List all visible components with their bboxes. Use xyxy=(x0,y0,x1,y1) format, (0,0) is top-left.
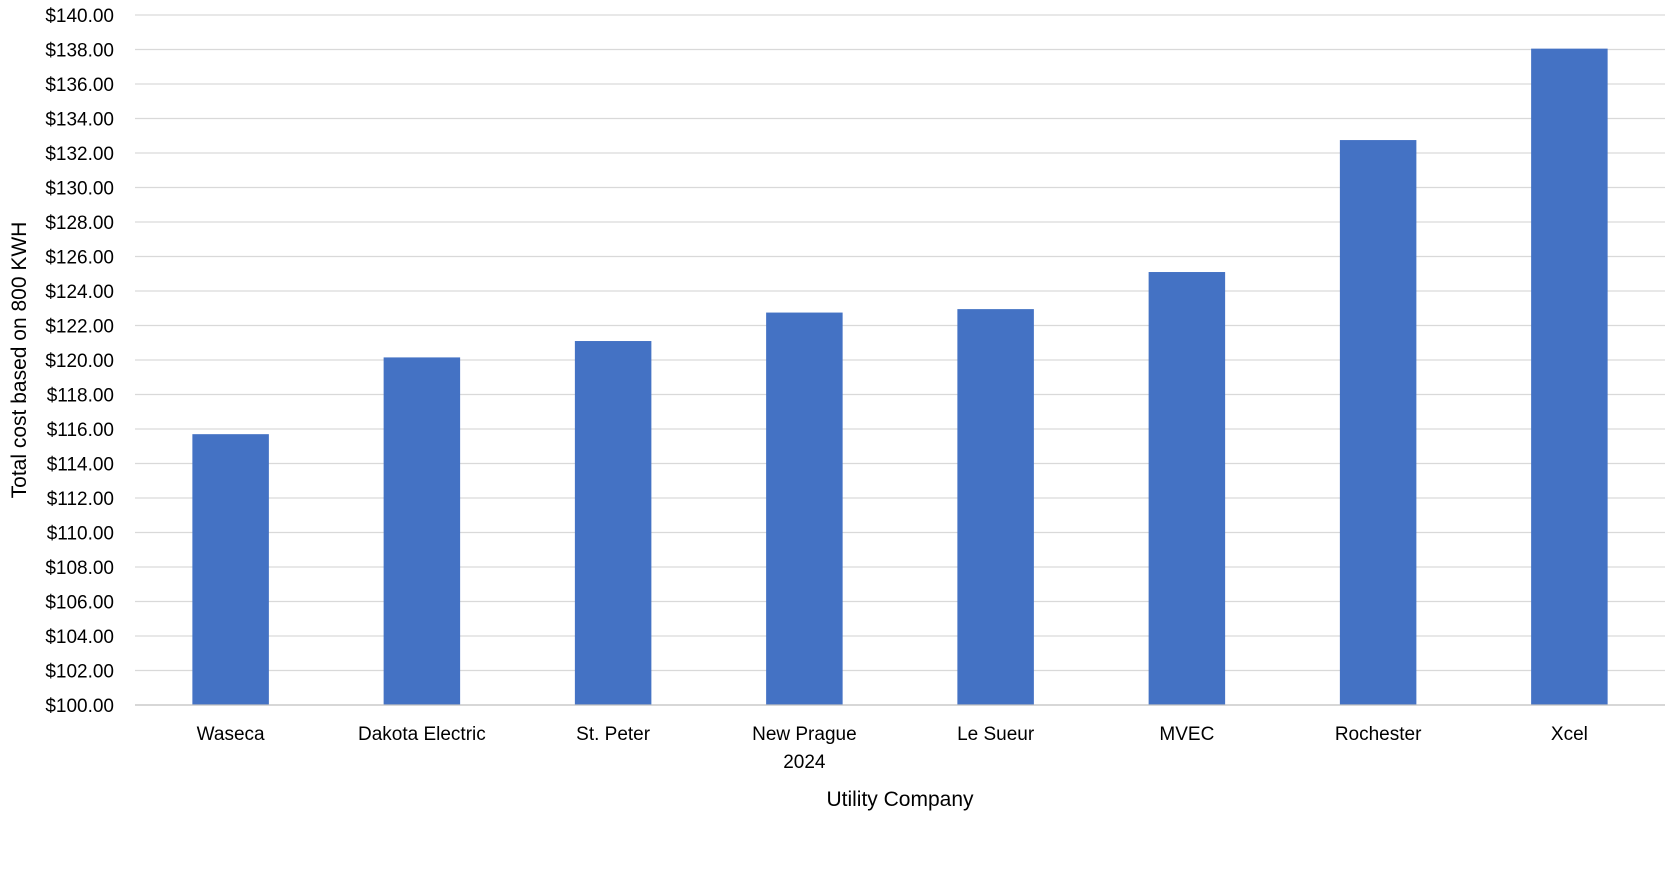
y-axis-title: Total cost based on 800 KWH xyxy=(8,222,31,499)
x-category-label: Le Sueur xyxy=(957,724,1035,745)
x-category-label: Rochester xyxy=(1335,724,1422,745)
gridlines xyxy=(135,14,1665,672)
y-tick-label: $122.00 xyxy=(45,317,114,338)
y-tick-label: $126.00 xyxy=(45,248,114,269)
bars xyxy=(192,48,1608,705)
x-category-label: MVEC xyxy=(1159,724,1214,745)
y-tick-label: $116.00 xyxy=(47,420,114,441)
y-tick-label: $118.00 xyxy=(47,386,114,407)
y-tick-label: $114.00 xyxy=(47,455,114,476)
x-category-label: New Prague xyxy=(752,724,857,745)
y-tick-label: $140.00 xyxy=(45,6,114,27)
y-tick-label: $130.00 xyxy=(45,179,114,200)
x-axis-title: Utility Company xyxy=(826,788,974,811)
bar xyxy=(1531,48,1608,705)
y-tick-label: $128.00 xyxy=(45,213,114,234)
y-tick-label: $134.00 xyxy=(45,110,114,131)
x-category-label: Waseca xyxy=(197,724,265,745)
y-tick-label: $102.00 xyxy=(45,662,114,683)
y-tick-label: $110.00 xyxy=(47,524,114,545)
x-axis-category-labels: Waseca Dakota Electric St. Peter New Prague… xyxy=(197,724,1588,773)
y-tick-label: $100.00 xyxy=(45,696,114,717)
x-category-label: Dakota Electric xyxy=(358,724,486,745)
bar xyxy=(574,341,652,705)
bar xyxy=(383,357,461,705)
bar xyxy=(957,309,1034,705)
y-tick-label: $138.00 xyxy=(45,41,114,62)
bar xyxy=(192,434,269,705)
y-tick-label: $136.00 xyxy=(45,75,114,96)
y-axis-tick-labels: $100.00 $102.00 $104.00 $106.00 $108.00 $110.… xyxy=(45,6,114,717)
y-tick-label: $120.00 xyxy=(45,351,114,372)
bar xyxy=(766,312,843,705)
x-category-label: 2024 xyxy=(783,752,826,773)
x-category-label: St. Peter xyxy=(576,724,651,745)
y-tick-label: $106.00 xyxy=(45,593,114,614)
bar xyxy=(1339,140,1417,705)
y-tick-label: $108.00 xyxy=(45,558,114,579)
y-tick-label: $104.00 xyxy=(45,627,114,648)
y-tick-label: $124.00 xyxy=(45,282,114,303)
x-category-label: Xcel xyxy=(1551,724,1588,745)
y-tick-label: $112.00 xyxy=(47,489,114,510)
bar xyxy=(1148,272,1226,705)
y-tick-label: $132.00 xyxy=(45,144,114,165)
